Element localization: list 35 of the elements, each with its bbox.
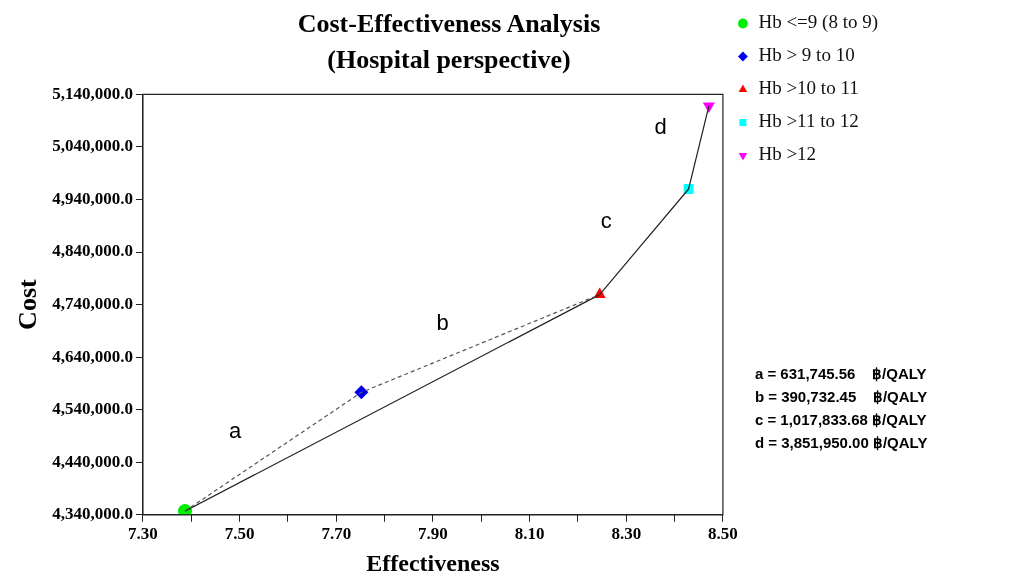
legend-label: Hb >12: [758, 143, 817, 165]
x-tick-label: 7.30: [128, 524, 158, 544]
annotation: c: [600, 207, 612, 233]
legend-label: Hb >10 to 11: [758, 77, 859, 99]
annotation: a: [229, 417, 243, 443]
y-axis-title: Cost: [13, 278, 43, 330]
y-tick-label: 5,140,000.0: [52, 83, 133, 103]
annotation: b: [436, 309, 449, 335]
x-tick-label: 8.50: [708, 524, 738, 544]
x-axis-title: Effectiveness: [366, 549, 500, 576]
text: d = 3,851,950.00 ฿/QALY: [754, 434, 928, 452]
legend-label: Hb > 9 to 10: [758, 44, 855, 66]
point: [702, 102, 715, 113]
x-tick-label: 7.90: [418, 524, 448, 544]
x-tick-label: 7.50: [224, 524, 255, 544]
point: [354, 385, 369, 400]
x-tick-label: 8.30: [611, 524, 642, 544]
x-tick-label: 7.70: [321, 524, 352, 544]
y-tick-label: 4,540,000.0: [52, 399, 133, 419]
text: a = 631,745.56 ฿/QALY: [754, 365, 927, 383]
y-tick-label: 4,840,000.0: [52, 241, 133, 261]
chart-title: Cost-Effectiveness Analysis: [297, 9, 601, 39]
x-tick-label: 8.10: [514, 524, 545, 544]
annotation: d: [654, 113, 667, 139]
y-tick-label: 4,640,000.0: [52, 346, 133, 366]
y-tick-label: 4,740,000.0: [52, 293, 133, 313]
y-tick-label: 4,440,000.0: [52, 451, 133, 471]
y-tick-label: 5,040,000.0: [52, 136, 133, 156]
y-tick-label: 4,940,000.0: [52, 188, 133, 208]
text: c = 1,017,833.68 ฿/QALY: [754, 411, 927, 429]
legend-label: Hb <=9 (8 to 9): [758, 11, 879, 34]
chart-subtitle: (Hospital perspective): [327, 44, 571, 74]
y-tick-label: 4,340,000.0: [52, 504, 133, 524]
text: b = 390,732.45 ฿/QALY: [754, 388, 928, 406]
legend-label: Hb >11 to 12: [758, 110, 859, 132]
